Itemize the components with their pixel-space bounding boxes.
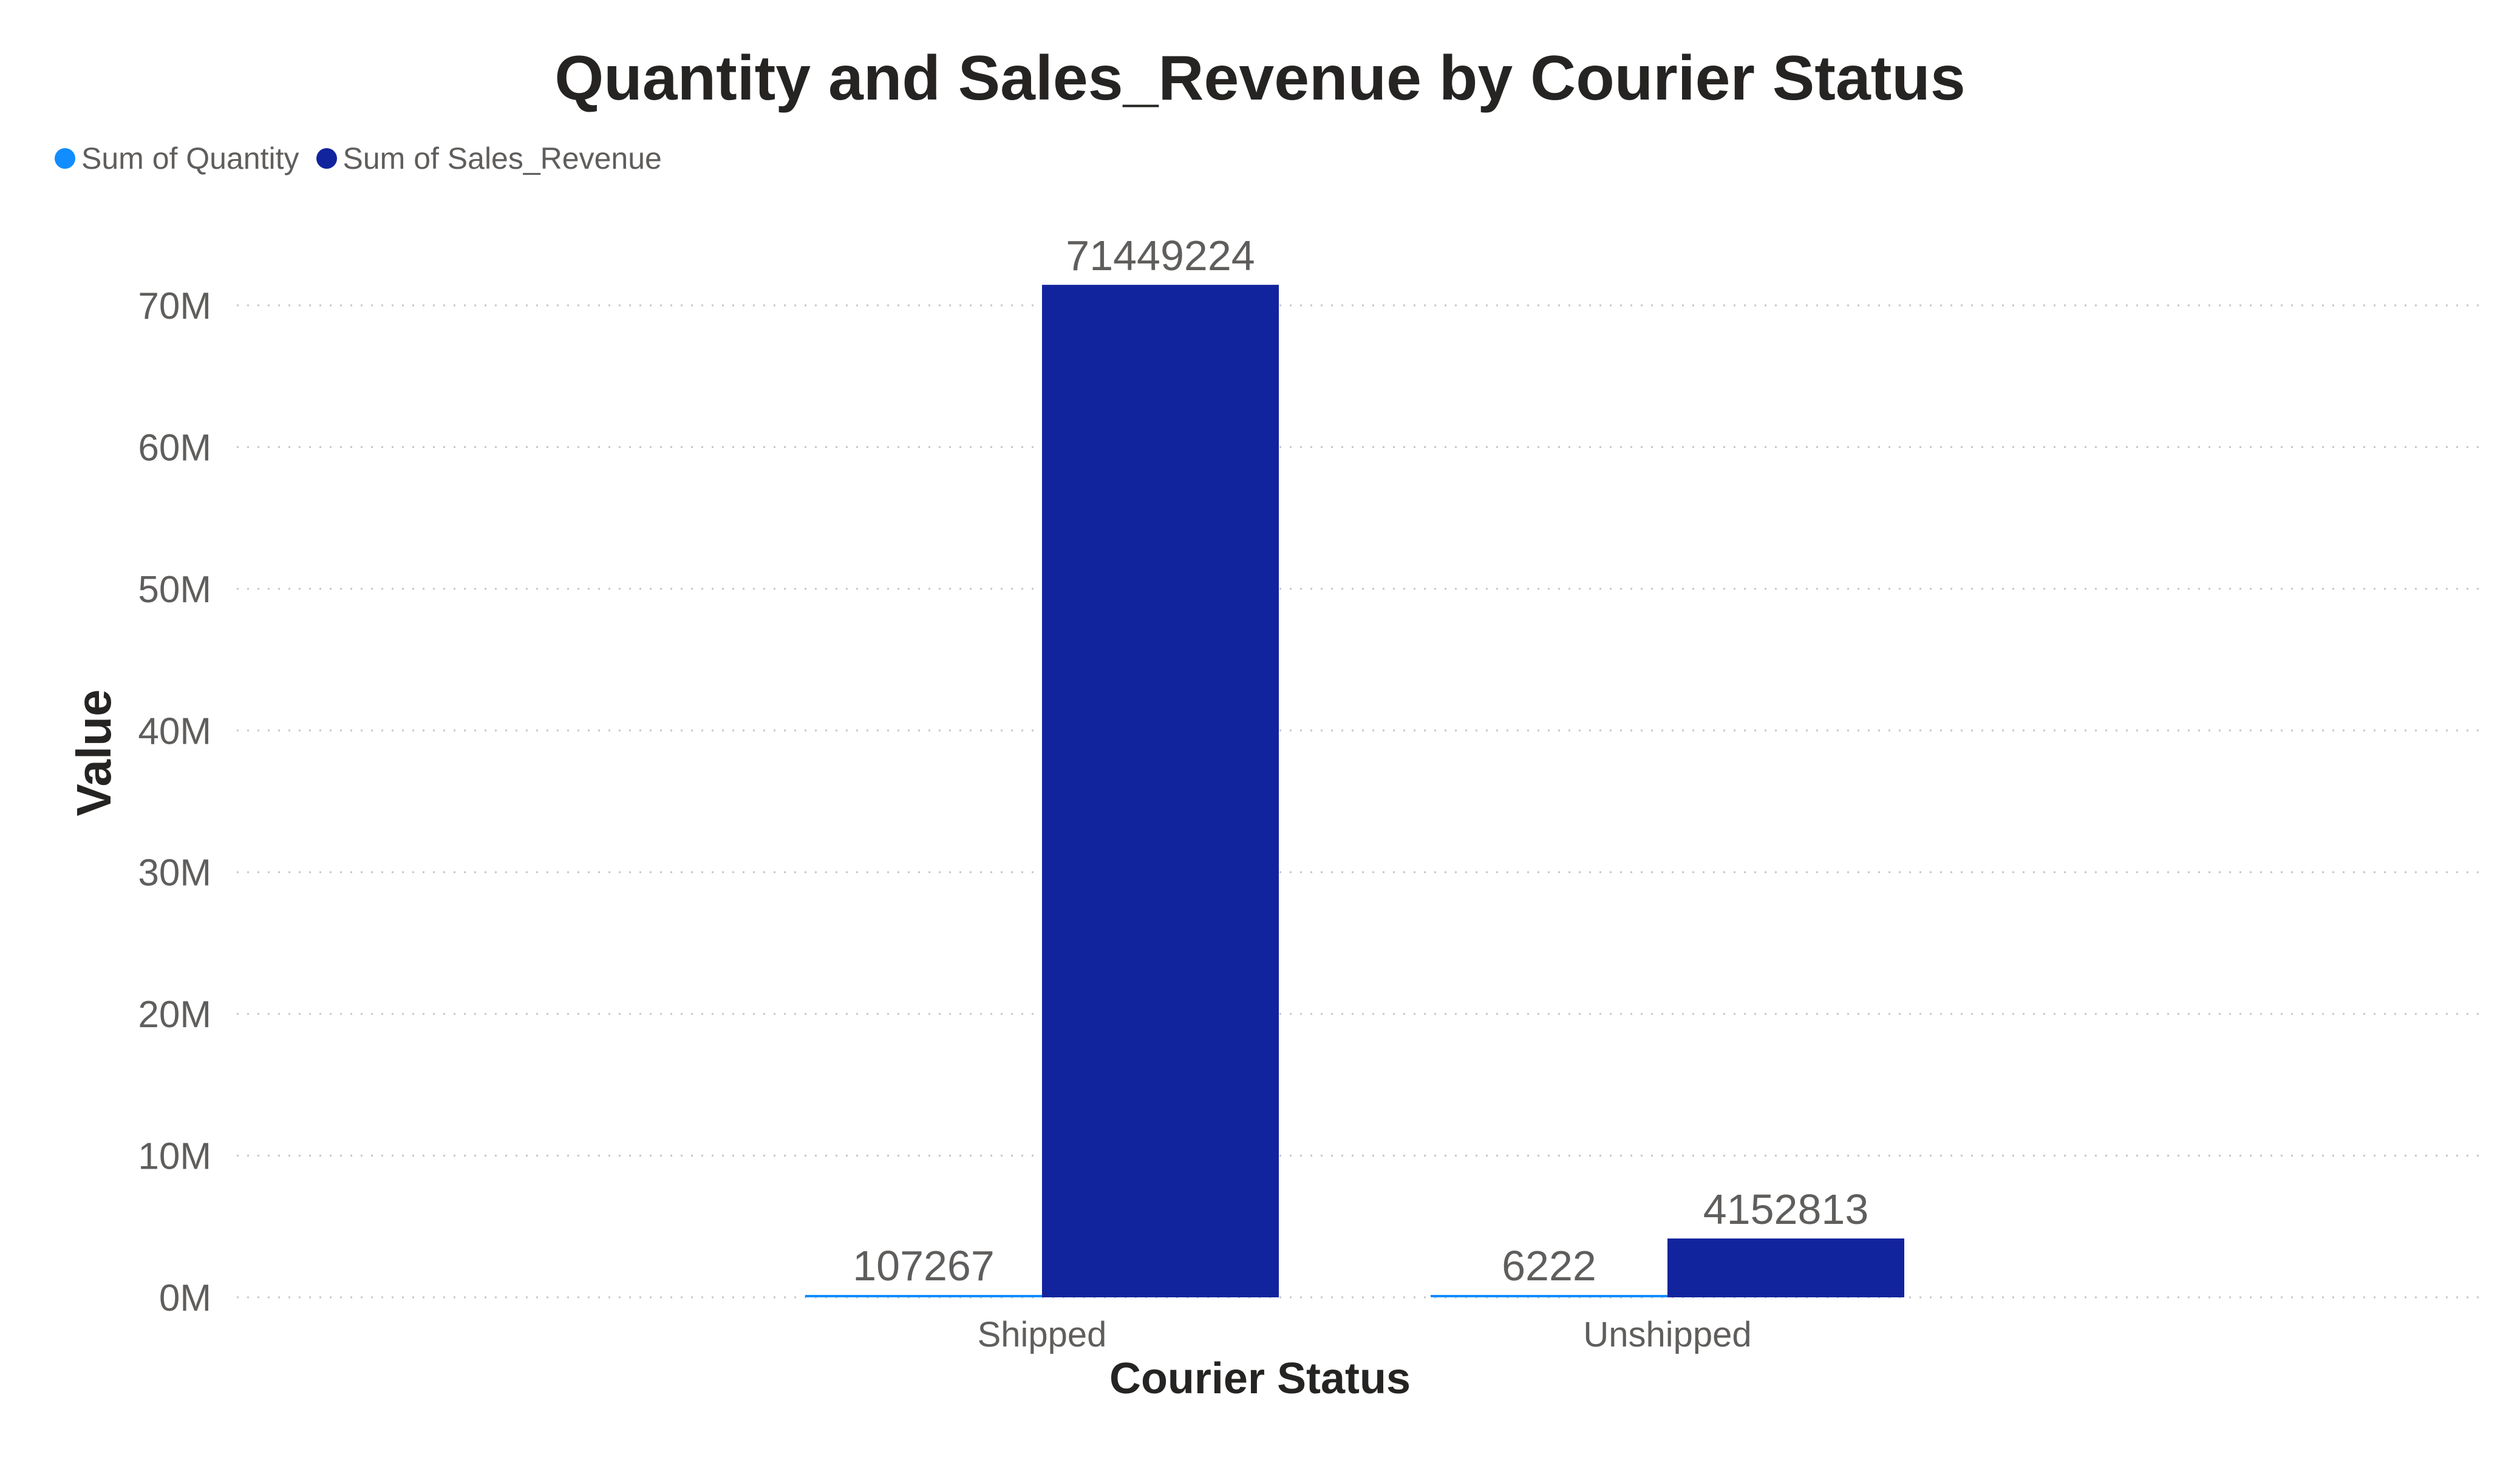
x-axis-title: Courier Status xyxy=(1109,1354,1411,1403)
data-label: 107267 xyxy=(853,1242,995,1289)
bar-sales-revenue-shipped xyxy=(1042,285,1279,1298)
legend-item-quantity[interactable]: Sum of Quantity xyxy=(55,141,299,176)
legend-label-quantity: Sum of Quantity xyxy=(81,141,299,175)
y-tick-label: 60M xyxy=(138,427,211,469)
y-tick-label: 30M xyxy=(138,852,211,894)
y-tick-label: 70M xyxy=(138,285,211,327)
y-tick-label: 40M xyxy=(138,710,211,752)
y-axis-title: Value xyxy=(67,689,121,817)
chart-title: Quantity and Sales_Revenue by Courier St… xyxy=(554,43,1966,114)
data-label: 71449224 xyxy=(1066,232,1255,279)
data-label: 4152813 xyxy=(1703,1186,1869,1233)
legend: Sum of Quantity Sum of Sales_Revenue xyxy=(55,141,679,176)
bar-quantity-shipped xyxy=(805,1295,1042,1297)
bar-sales-revenue-unshipped xyxy=(1667,1238,1904,1297)
legend-marker-sales-revenue xyxy=(316,148,337,169)
y-tick-label: 10M xyxy=(138,1136,211,1178)
x-tick-label: Shipped xyxy=(978,1315,1107,1354)
bar-quantity-unshipped xyxy=(1431,1295,1667,1297)
legend-marker-quantity xyxy=(55,148,75,169)
y-tick-label: 0M xyxy=(159,1277,211,1319)
x-tick-label: Unshipped xyxy=(1583,1315,1751,1354)
y-tick-label: 20M xyxy=(138,994,211,1036)
y-tick-label: 50M xyxy=(138,569,211,611)
data-label: 6222 xyxy=(1502,1242,1596,1289)
legend-item-sales-revenue[interactable]: Sum of Sales_Revenue xyxy=(316,141,662,176)
legend-label-sales-revenue: Sum of Sales_Revenue xyxy=(342,141,662,175)
